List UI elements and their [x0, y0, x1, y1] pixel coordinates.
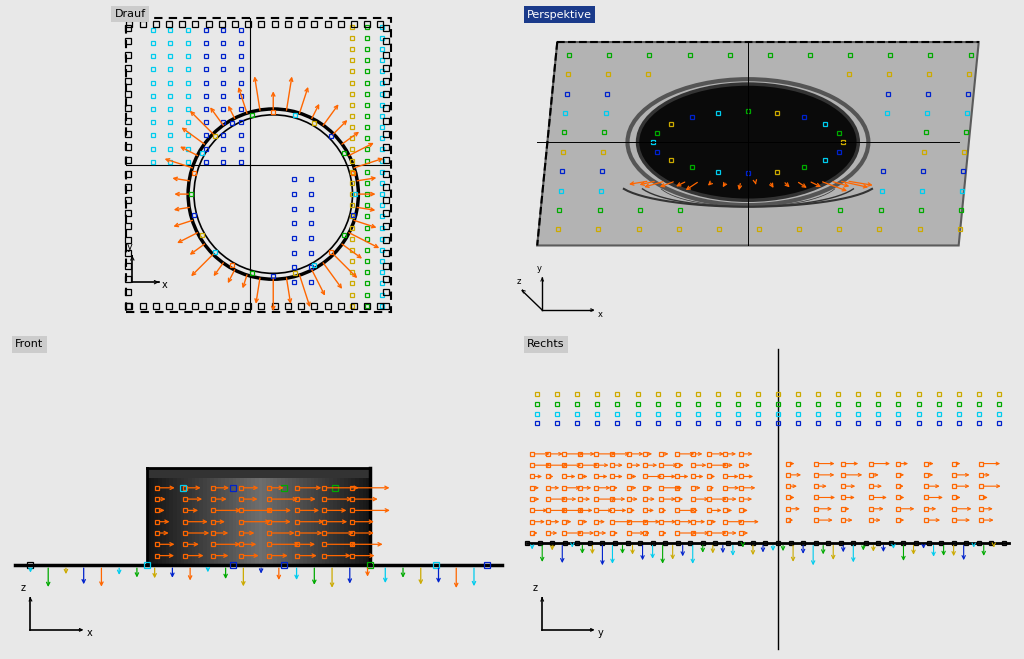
- Polygon shape: [538, 42, 979, 245]
- Bar: [273, 478, 278, 565]
- Bar: [177, 478, 180, 565]
- Bar: [359, 478, 362, 565]
- Bar: [348, 478, 351, 565]
- Bar: [173, 478, 177, 565]
- Text: z: z: [532, 583, 538, 593]
- Bar: [329, 478, 333, 565]
- Bar: [180, 478, 184, 565]
- Bar: [285, 478, 289, 565]
- Bar: [191, 478, 196, 565]
- Bar: [322, 478, 326, 565]
- Bar: [248, 478, 251, 565]
- Bar: [355, 478, 359, 565]
- Bar: [296, 478, 299, 565]
- Text: Perspektive: Perspektive: [527, 10, 592, 20]
- Text: Front: Front: [15, 339, 43, 349]
- Bar: [255, 478, 258, 565]
- Bar: [314, 478, 318, 565]
- Bar: [266, 478, 269, 565]
- Bar: [307, 478, 310, 565]
- Ellipse shape: [638, 84, 858, 200]
- Bar: [340, 478, 344, 565]
- Bar: [199, 478, 203, 565]
- Bar: [258, 478, 262, 565]
- Bar: [278, 478, 281, 565]
- Text: Rechts: Rechts: [527, 339, 564, 349]
- Bar: [318, 478, 322, 565]
- Bar: [333, 478, 337, 565]
- Bar: [362, 478, 367, 565]
- Bar: [225, 478, 228, 565]
- Bar: [262, 478, 266, 565]
- Bar: [169, 478, 173, 565]
- Bar: [147, 469, 370, 478]
- Bar: [244, 478, 248, 565]
- Text: x: x: [162, 280, 168, 290]
- Text: z: z: [517, 277, 521, 286]
- Bar: [228, 478, 232, 565]
- Bar: [151, 478, 155, 565]
- Bar: [184, 478, 188, 565]
- Bar: [218, 478, 221, 565]
- Bar: [351, 478, 355, 565]
- Text: z: z: [20, 583, 26, 593]
- Text: y: y: [538, 264, 542, 273]
- Bar: [281, 478, 285, 565]
- Bar: [221, 478, 225, 565]
- Bar: [337, 478, 340, 565]
- Bar: [232, 478, 237, 565]
- Bar: [147, 478, 151, 565]
- Text: Drauf: Drauf: [115, 9, 145, 19]
- Bar: [303, 478, 307, 565]
- Bar: [237, 478, 240, 565]
- Bar: [269, 478, 273, 565]
- Text: y: y: [597, 628, 603, 639]
- Bar: [310, 478, 314, 565]
- Bar: [240, 478, 244, 565]
- Bar: [289, 478, 292, 565]
- Bar: [196, 478, 199, 565]
- Bar: [203, 478, 207, 565]
- Bar: [367, 478, 370, 565]
- Bar: [214, 478, 218, 565]
- Bar: [207, 478, 210, 565]
- Text: x: x: [597, 310, 602, 318]
- Bar: [158, 478, 162, 565]
- Text: y: y: [126, 242, 132, 252]
- Bar: [166, 478, 169, 565]
- Bar: [155, 478, 158, 565]
- Bar: [326, 478, 329, 565]
- Bar: [299, 478, 303, 565]
- Bar: [292, 478, 296, 565]
- Bar: [210, 478, 214, 565]
- Text: x: x: [86, 628, 92, 639]
- Bar: [344, 478, 348, 565]
- Bar: [251, 478, 255, 565]
- Bar: [162, 478, 166, 565]
- Bar: [188, 478, 191, 565]
